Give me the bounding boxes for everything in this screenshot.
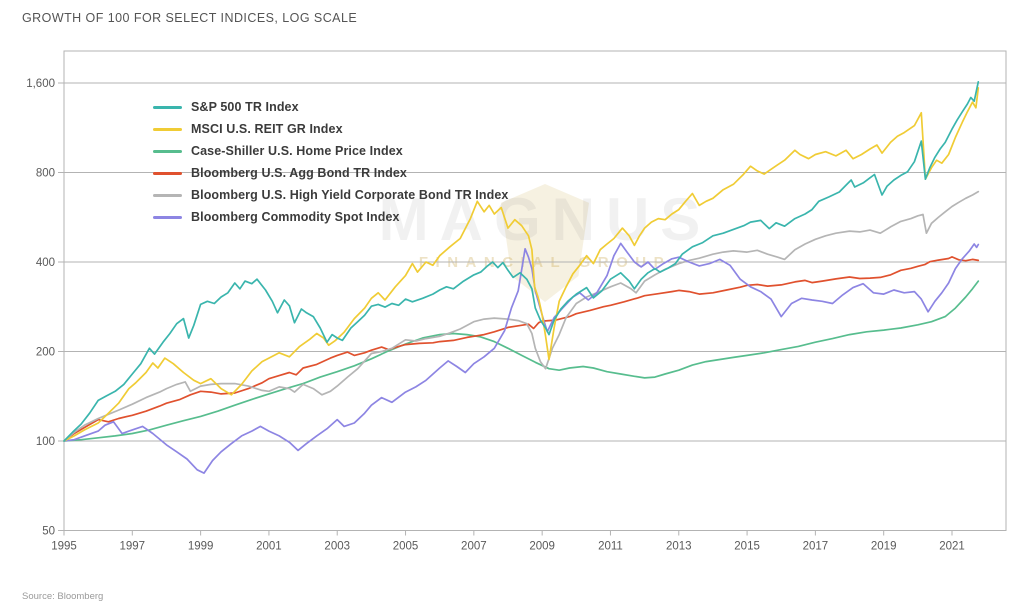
x-axis-label: 1999 (188, 541, 214, 553)
x-axis-label: 2009 (529, 541, 555, 553)
x-axis-label: 2011 (598, 541, 623, 553)
x-axis-label: 2001 (256, 541, 282, 553)
x-axis-label: 2015 (734, 541, 760, 553)
x-axis-label: 1995 (51, 541, 77, 553)
source-note: Source: Bloomberg (22, 591, 104, 602)
y-axis-label: 1,600 (26, 78, 55, 90)
x-axis-label: 2021 (939, 541, 965, 553)
series-line-2 (63, 87, 980, 442)
legend-item-2: MSCI U.S. REIT GR Index (153, 118, 508, 140)
legend-swatch-icon (153, 127, 182, 131)
x-axis-label: 2013 (666, 541, 692, 553)
series-line-5 (63, 190, 980, 442)
y-axis-label: 50 (42, 526, 55, 538)
legend-label: S&P 500 TR Index (191, 100, 299, 114)
legend-swatch-icon (153, 171, 182, 175)
y-axis-label: 100 (36, 436, 55, 448)
x-axis-label: 2007 (461, 541, 487, 553)
legend-swatch-icon (153, 105, 182, 109)
legend-label: MSCI U.S. REIT GR Index (191, 122, 343, 136)
legend-label: Bloomberg Commodity Spot Index (191, 210, 400, 224)
legend-item-4: Bloomberg U.S. Agg Bond TR Index (153, 162, 508, 184)
y-axis-label: 400 (36, 257, 55, 269)
legend-item-6: Bloomberg Commodity Spot Index (153, 206, 508, 228)
legend-item-3: Case-Shiller U.S. Home Price Index (153, 140, 508, 162)
x-axis-label: 2003 (324, 541, 350, 553)
legend-swatch-icon (153, 193, 182, 197)
y-axis-label: 800 (36, 168, 55, 180)
y-axis-label: 200 (36, 347, 55, 359)
legend-label: Case-Shiller U.S. Home Price Index (191, 144, 403, 158)
legend-item-1: S&P 500 TR Index (153, 96, 508, 118)
series-line-3 (63, 280, 980, 442)
series-line-1 (63, 80, 980, 442)
legend: S&P 500 TR Index MSCI U.S. REIT GR Index C… (153, 96, 508, 228)
legend-swatch-icon (153, 215, 182, 219)
chart-title: GROWTH OF 100 FOR SELECT INDICES, LOG SC… (22, 11, 358, 25)
series-line-4 (63, 256, 980, 442)
x-axis-label: 2017 (803, 541, 829, 553)
legend-label: Bloomberg U.S. High Yield Corporate Bond… (191, 188, 509, 202)
legend-swatch-icon (153, 149, 182, 153)
x-axis-label: 2005 (393, 541, 419, 553)
x-axis-label: 2019 (871, 541, 897, 553)
plot-border (63, 50, 1007, 531)
legend-label: Bloomberg U.S. Agg Bond TR Index (191, 166, 407, 180)
legend-item-5: Bloomberg U.S. High Yield Corporate Bond… (153, 184, 508, 206)
x-axis-label: 1997 (120, 541, 146, 553)
